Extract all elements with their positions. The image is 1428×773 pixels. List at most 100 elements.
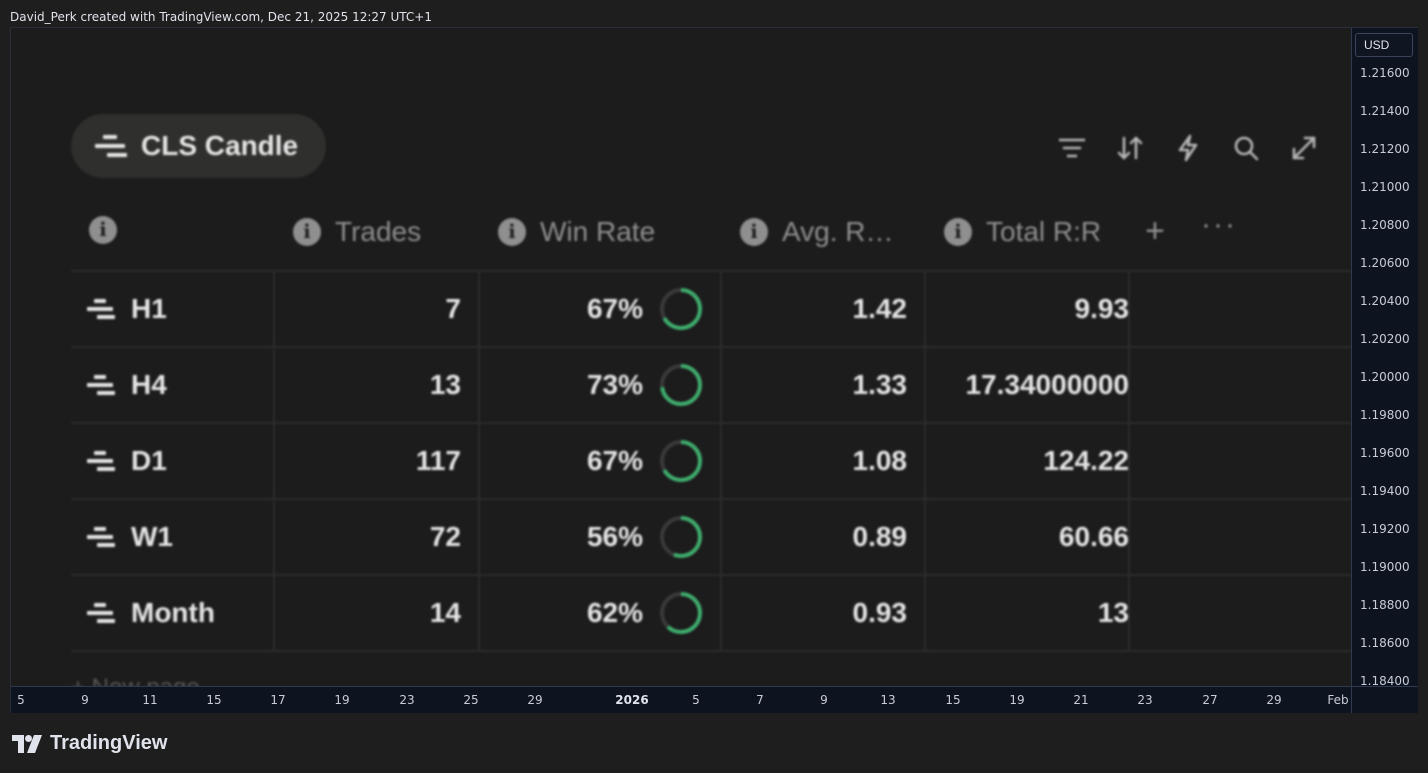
chart-frame: CLS Candle (10, 27, 1418, 713)
column-avg-rr[interactable]: i Avg. R… (740, 216, 894, 248)
chart-pane[interactable]: CLS Candle (11, 28, 1351, 686)
price-tick: 1.20400 (1360, 294, 1410, 308)
progress-ring-icon (660, 592, 702, 634)
progress-ring-arc (660, 440, 702, 482)
time-axis[interactable]: 5 9 11 15 17 19 23 25 29 2026 5 7 9 13 15 19 21 23 27 29 Feb (11, 686, 1351, 713)
price-tick: 1.18600 (1360, 636, 1410, 650)
progress-ring-icon (660, 288, 702, 330)
price-tick: 1.21400 (1360, 104, 1410, 118)
time-tick: 15 (206, 693, 222, 707)
column-name[interactable]: i (89, 216, 131, 244)
time-tick: 17 (270, 693, 286, 707)
price-tick: 1.20000 (1360, 370, 1410, 384)
progress-ring-icon (660, 364, 702, 406)
lightning-icon[interactable] (1172, 132, 1204, 164)
avg-rr-value: 0.93 (852, 597, 908, 628)
trades-value: 14 (429, 597, 461, 628)
time-tick: 29 (1266, 693, 1282, 707)
trades-value: 117 (415, 445, 461, 476)
embedded-screenshot: CLS Candle (11, 28, 1351, 686)
info-icon: i (498, 218, 526, 246)
avg-rr-value: 1.33 (852, 369, 908, 400)
price-axis[interactable]: USD 1.21600 1.21400 1.21200 1.21000 1.20800 1… (1351, 28, 1418, 688)
table-row[interactable]: D1 117 67% 1.08 124.22 (71, 424, 1351, 500)
table-row[interactable]: H1 7 67% 1.42 9.93 (71, 272, 1351, 348)
trades-value: 72 (429, 521, 461, 552)
column-divider (720, 270, 722, 650)
row-name: W1 (131, 521, 173, 552)
time-tick: 11 (142, 693, 158, 707)
database-table: i i Trades i Win Rate i Avg. R… (71, 198, 1351, 652)
time-tick: 29 (527, 693, 543, 707)
column-divider (273, 270, 275, 650)
column-divider (924, 270, 926, 650)
search-icon[interactable] (1230, 132, 1262, 164)
info-icon: i (740, 218, 768, 246)
stack-icon (87, 297, 117, 321)
tradingview-logo-icon (12, 734, 42, 753)
price-tick: 1.18800 (1360, 598, 1410, 612)
info-icon: i (944, 218, 972, 246)
time-tick: 15 (945, 693, 961, 707)
table-row[interactable]: Month 14 62% 0.93 13 (71, 576, 1351, 652)
stack-icon (87, 449, 117, 473)
column-divider (1128, 270, 1130, 650)
board-title-pill[interactable]: CLS Candle (71, 114, 326, 178)
tradingview-logo[interactable]: TradingView (12, 732, 167, 755)
win-rate-value: 67% (586, 445, 643, 476)
stack-icon (87, 373, 117, 397)
price-tick: 1.19400 (1360, 484, 1410, 498)
total-rr-value: 13 (1097, 597, 1129, 628)
table-row[interactable]: H4 13 73% 1.33 17.34000000 (71, 348, 1351, 424)
price-tick: 1.19200 (1360, 522, 1410, 536)
time-tick: 19 (334, 693, 350, 707)
time-tick: 13 (880, 693, 896, 707)
info-icon: i (89, 216, 117, 244)
time-tick: 2026 (615, 693, 649, 707)
table-row[interactable]: W1 72 56% 0.89 60.66 (71, 500, 1351, 576)
time-tick: 23 (399, 693, 415, 707)
board-title: CLS Candle (141, 130, 299, 161)
row-name: Month (131, 597, 215, 628)
progress-ring-arc (660, 364, 702, 406)
column-trades[interactable]: i Trades (293, 216, 421, 248)
avg-rr-value: 1.08 (852, 445, 908, 476)
info-icon: i (293, 218, 321, 246)
trades-value: 7 (445, 293, 461, 324)
price-tick: 1.20600 (1360, 256, 1410, 270)
column-divider (478, 270, 480, 650)
total-rr-value: 124.22 (1043, 445, 1129, 476)
column-win-rate[interactable]: i Win Rate (498, 216, 655, 248)
avg-rr-value: 1.42 (852, 293, 908, 324)
price-tick: 1.19800 (1360, 408, 1410, 422)
more-options-button[interactable]: ··· (1201, 208, 1237, 241)
progress-ring-arc (660, 288, 702, 330)
time-tick: 21 (1073, 693, 1089, 707)
price-tick: 1.21000 (1360, 180, 1410, 194)
view-toolbar (1056, 132, 1320, 164)
time-tick: 5 (17, 693, 25, 707)
time-tick: 9 (820, 693, 828, 707)
time-tick: 7 (756, 693, 764, 707)
time-tick: 27 (1202, 693, 1218, 707)
filter-icon[interactable] (1056, 132, 1088, 164)
price-tick: 1.20800 (1360, 218, 1410, 232)
new-page-button[interactable]: + New page (71, 674, 200, 686)
price-tick: 1.21600 (1360, 66, 1410, 80)
sort-icon[interactable] (1114, 132, 1146, 164)
win-rate-value: 67% (586, 293, 643, 324)
expand-icon[interactable] (1288, 132, 1320, 164)
row-name: D1 (131, 445, 167, 476)
row-name: H4 (131, 369, 167, 400)
column-total-rr[interactable]: i Total R:R (944, 216, 1101, 248)
add-column-button[interactable]: + (1145, 212, 1165, 250)
progress-ring-arc (660, 592, 702, 634)
total-rr-value: 17.34000000 (965, 369, 1129, 400)
win-rate-value: 73% (586, 369, 643, 400)
price-tick: 1.19000 (1360, 560, 1410, 574)
avg-rr-value: 0.89 (852, 521, 908, 552)
win-rate-value: 62% (586, 597, 643, 628)
price-tick: 1.18400 (1360, 674, 1410, 688)
currency-label[interactable]: USD (1355, 33, 1413, 57)
table-header: i i Trades i Win Rate i Avg. R… (71, 198, 1351, 272)
